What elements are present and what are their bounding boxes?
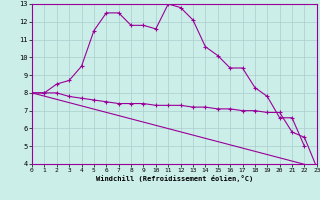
X-axis label: Windchill (Refroidissement éolien,°C): Windchill (Refroidissement éolien,°C) [96,175,253,182]
